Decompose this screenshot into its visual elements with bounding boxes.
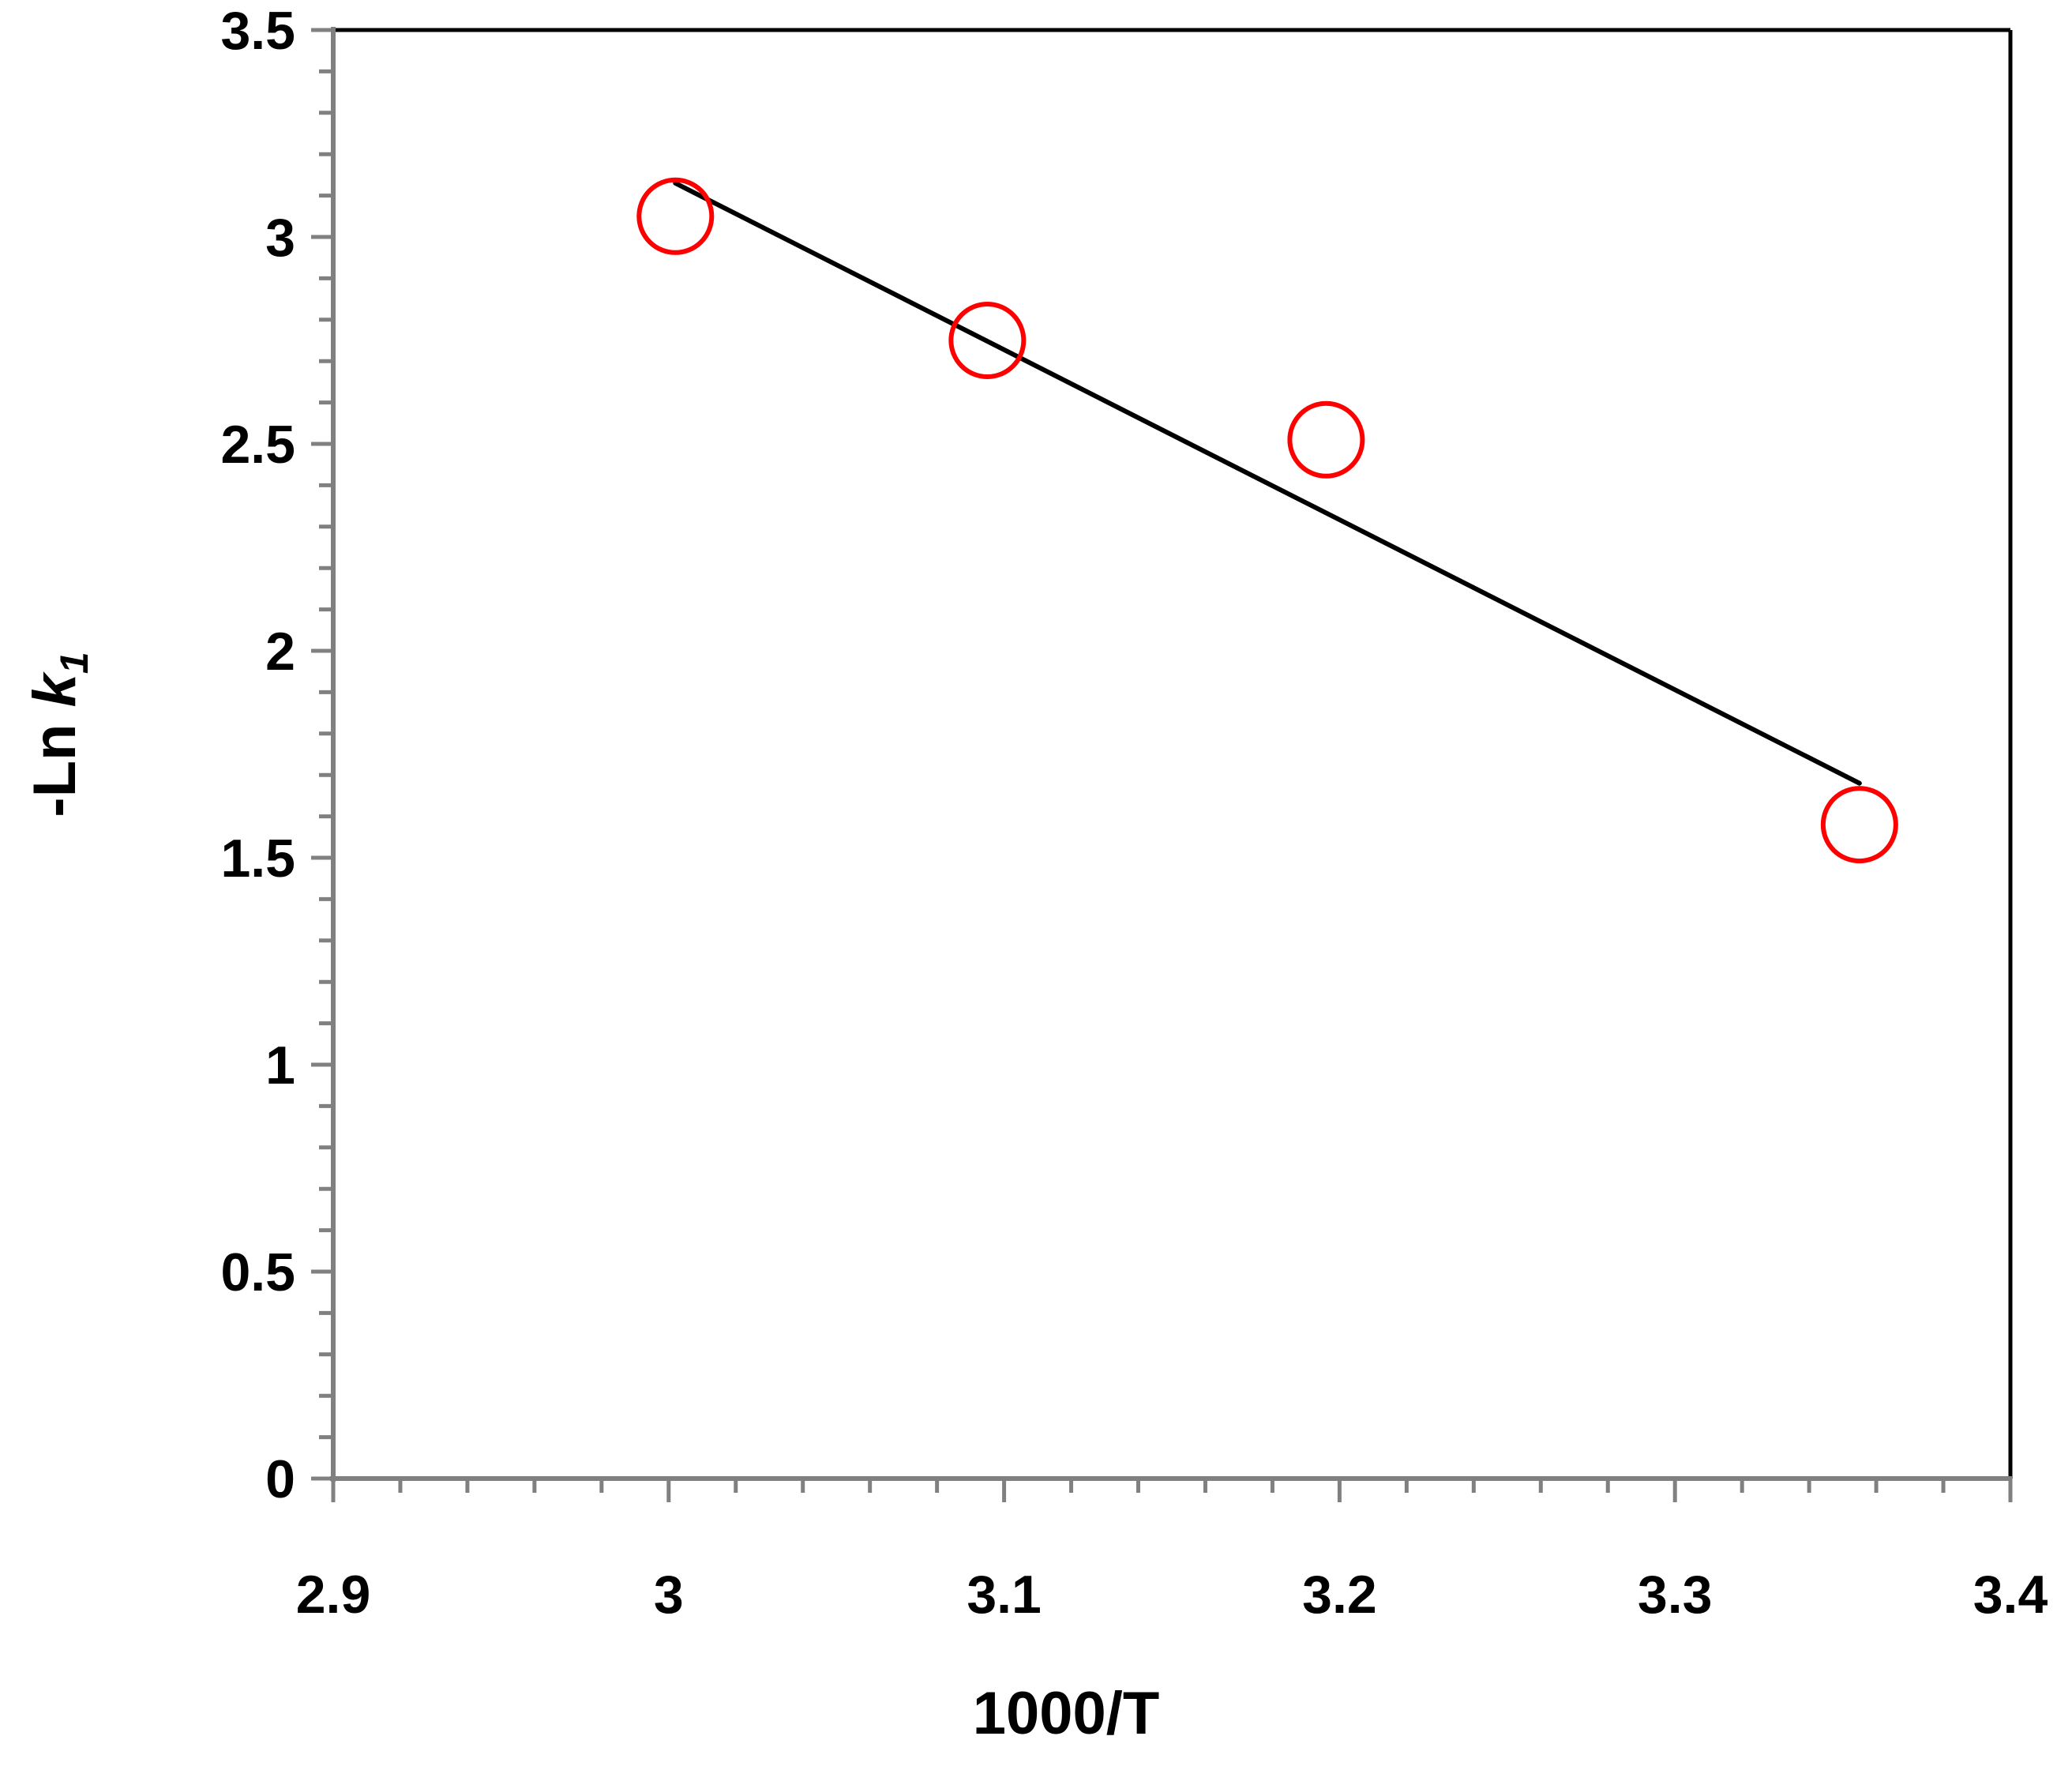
y-axis-title-prefix: -Ln [21,707,88,817]
y-tick-label: 0 [265,1449,295,1509]
y-axis-title: -Ln k1 [21,652,96,817]
y-axis-title-subscript: 1 [52,652,96,674]
x-tick-label: 3.4 [1973,1565,2048,1625]
x-axis-title: 1000/T [973,1680,1160,1747]
y-tick-label: 1 [265,1035,295,1095]
y-tick-label: 2 [265,622,295,682]
y-tick-label: 1.5 [220,829,295,889]
x-tick-label: 3.1 [967,1565,1042,1625]
x-tick-label: 2.9 [296,1565,371,1625]
y-tick-label: 0.5 [220,1242,295,1302]
data-point [1287,400,1365,479]
data-point [948,302,1027,379]
data-point [1820,786,1898,864]
y-axis-title-variable: k [21,671,88,707]
x-tick-label: 3 [654,1565,684,1625]
y-tick-label: 2.5 [220,415,295,475]
data-point [636,177,715,255]
trend-line [673,180,1862,786]
y-tick-label: 3.5 [220,1,295,61]
x-tick-label: 3.2 [1302,1565,1377,1625]
x-tick-label: 3.3 [1638,1565,1713,1625]
y-tick-label: 3 [265,208,295,268]
